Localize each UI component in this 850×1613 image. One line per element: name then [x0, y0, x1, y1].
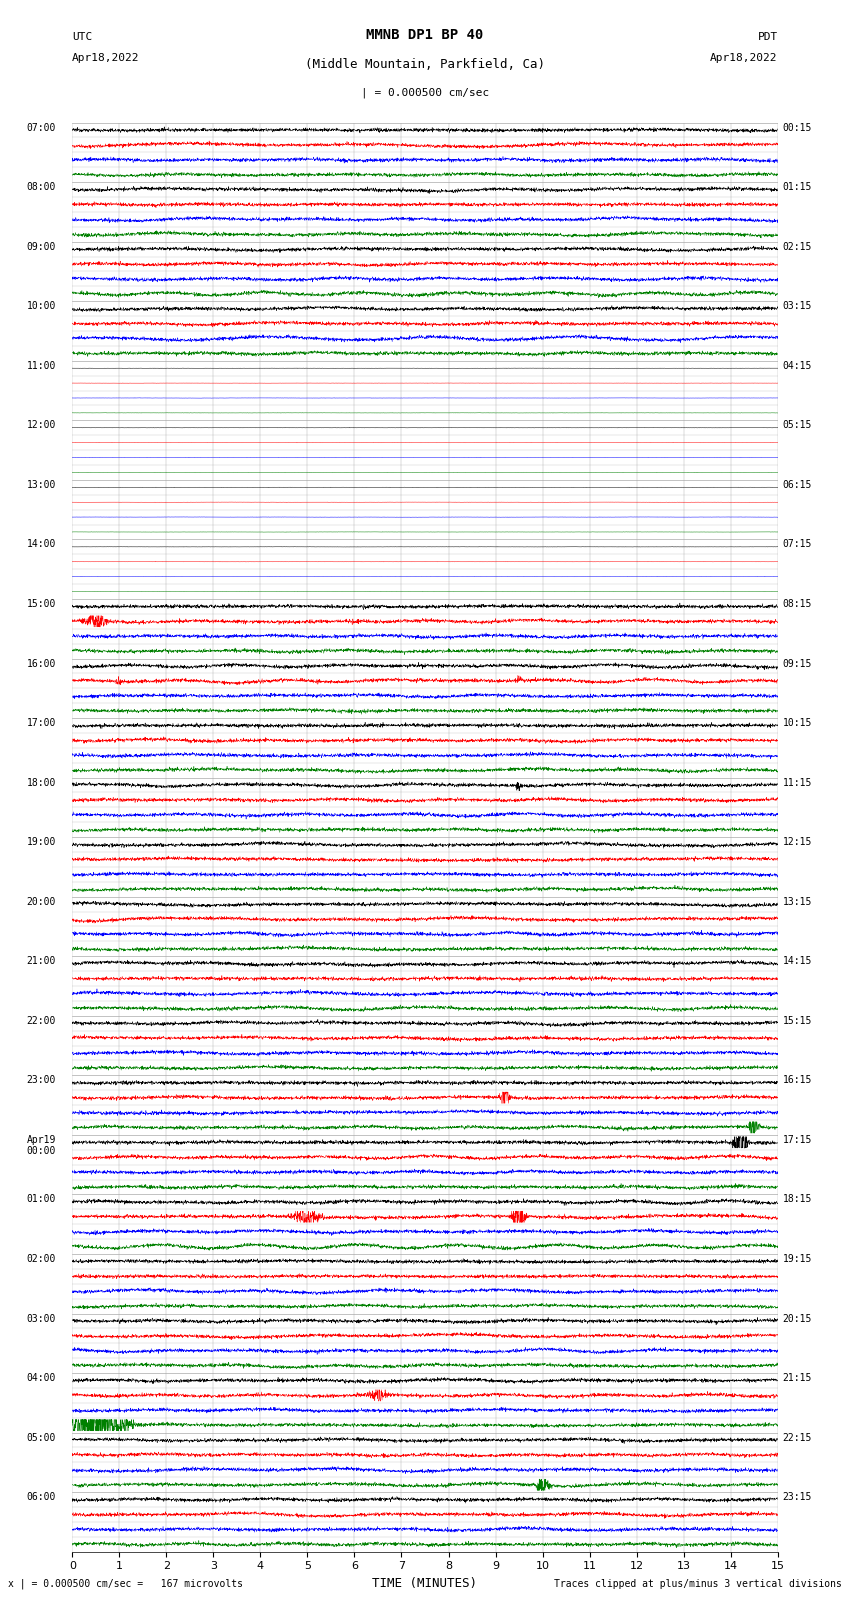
Text: 22:15: 22:15 [783, 1432, 812, 1442]
Text: 02:00: 02:00 [26, 1253, 56, 1265]
Text: 12:15: 12:15 [783, 837, 812, 847]
Text: 10:00: 10:00 [26, 302, 56, 311]
Text: 22:00: 22:00 [26, 1016, 56, 1026]
Text: 09:00: 09:00 [26, 242, 56, 252]
Text: 01:15: 01:15 [783, 182, 812, 192]
Text: 20:00: 20:00 [26, 897, 56, 907]
Text: 12:00: 12:00 [26, 421, 56, 431]
Text: x | = 0.000500 cm/sec =   167 microvolts: x | = 0.000500 cm/sec = 167 microvolts [8, 1579, 243, 1589]
Text: 20:15: 20:15 [783, 1313, 812, 1324]
Text: 08:15: 08:15 [783, 598, 812, 610]
Text: 06:15: 06:15 [783, 481, 812, 490]
Text: 04:00: 04:00 [26, 1373, 56, 1382]
Text: 03:15: 03:15 [783, 302, 812, 311]
Text: 14:00: 14:00 [26, 539, 56, 550]
Text: 07:00: 07:00 [26, 123, 56, 132]
Text: 05:15: 05:15 [783, 421, 812, 431]
Text: 01:00: 01:00 [26, 1194, 56, 1205]
Text: 17:00: 17:00 [26, 718, 56, 727]
Text: 08:00: 08:00 [26, 182, 56, 192]
Text: 14:15: 14:15 [783, 957, 812, 966]
Text: 13:15: 13:15 [783, 897, 812, 907]
Text: | = 0.000500 cm/sec: | = 0.000500 cm/sec [361, 87, 489, 98]
Text: MMNB DP1 BP 40: MMNB DP1 BP 40 [366, 27, 484, 42]
Text: 16:15: 16:15 [783, 1076, 812, 1086]
Text: 06:00: 06:00 [26, 1492, 56, 1502]
Text: 11:00: 11:00 [26, 361, 56, 371]
Text: (Middle Mountain, Parkfield, Ca): (Middle Mountain, Parkfield, Ca) [305, 58, 545, 71]
Text: 23:15: 23:15 [783, 1492, 812, 1502]
Text: 23:00: 23:00 [26, 1076, 56, 1086]
Text: 11:15: 11:15 [783, 777, 812, 787]
Text: 18:00: 18:00 [26, 777, 56, 787]
Text: 15:15: 15:15 [783, 1016, 812, 1026]
X-axis label: TIME (MINUTES): TIME (MINUTES) [372, 1578, 478, 1590]
Text: 17:15: 17:15 [783, 1136, 812, 1145]
Text: 15:00: 15:00 [26, 598, 56, 610]
Text: 00:15: 00:15 [783, 123, 812, 132]
Text: 21:00: 21:00 [26, 957, 56, 966]
Text: 05:00: 05:00 [26, 1432, 56, 1442]
Text: 07:15: 07:15 [783, 539, 812, 550]
Text: PDT: PDT [757, 32, 778, 42]
Text: UTC: UTC [72, 32, 93, 42]
Text: 19:00: 19:00 [26, 837, 56, 847]
Text: 21:15: 21:15 [783, 1373, 812, 1382]
Text: 04:15: 04:15 [783, 361, 812, 371]
Text: 13:00: 13:00 [26, 481, 56, 490]
Text: 10:15: 10:15 [783, 718, 812, 727]
Text: 16:00: 16:00 [26, 658, 56, 668]
Text: Traces clipped at plus/minus 3 vertical divisions: Traces clipped at plus/minus 3 vertical … [553, 1579, 842, 1589]
Text: 03:00: 03:00 [26, 1313, 56, 1324]
Text: 19:15: 19:15 [783, 1253, 812, 1265]
Text: 02:15: 02:15 [783, 242, 812, 252]
Text: 09:15: 09:15 [783, 658, 812, 668]
Text: Apr19
00:00: Apr19 00:00 [26, 1136, 56, 1157]
Text: Apr18,2022: Apr18,2022 [72, 53, 139, 63]
Text: Apr18,2022: Apr18,2022 [711, 53, 778, 63]
Text: 18:15: 18:15 [783, 1194, 812, 1205]
